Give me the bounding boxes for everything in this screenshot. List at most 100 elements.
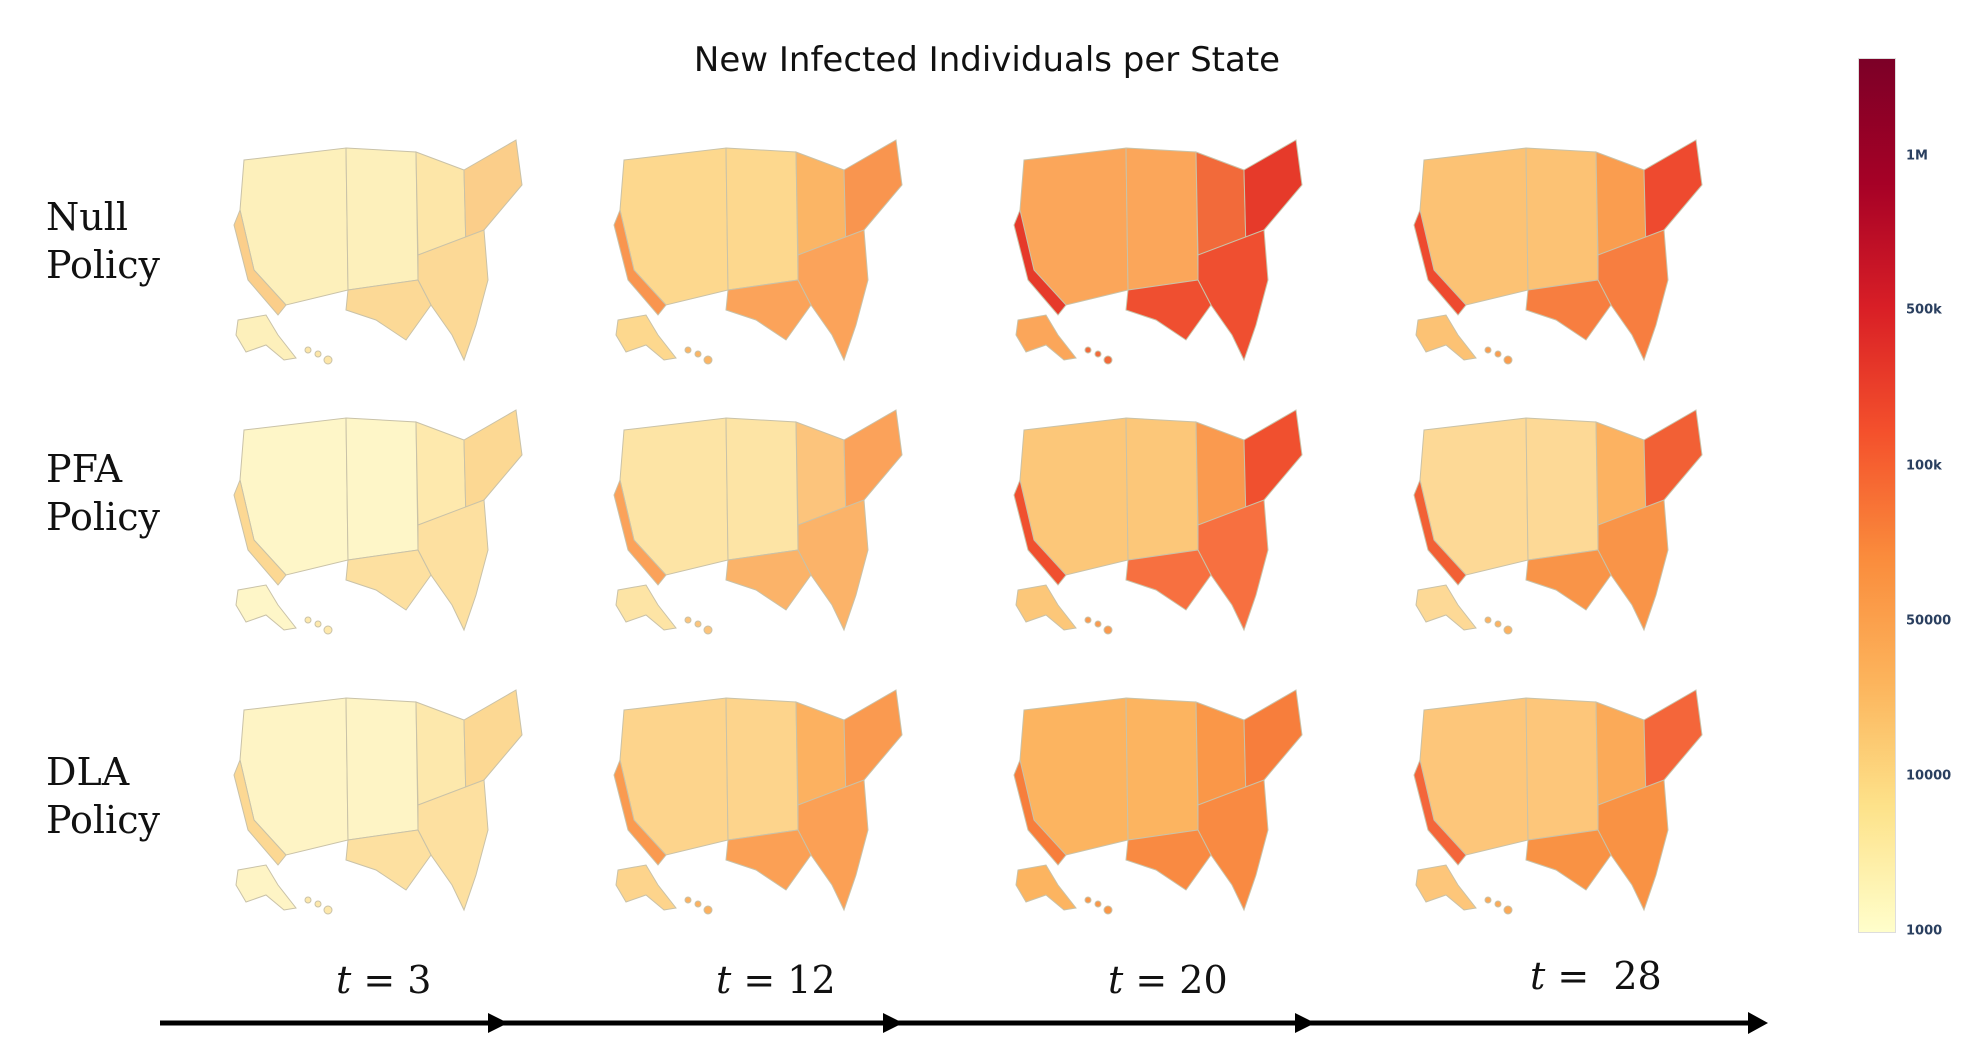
south-central-region — [345, 279, 432, 341]
plains-region — [1525, 697, 1599, 841]
northeast-region — [463, 409, 523, 522]
hawaii-island — [1503, 625, 1513, 635]
california-region — [1013, 758, 1067, 866]
hawaii-island — [1484, 346, 1492, 354]
us-map-pfa-t12 — [606, 400, 906, 650]
hawaii-island — [1084, 896, 1092, 904]
us-map-dla-t20 — [1006, 680, 1306, 930]
hawaii-island — [1494, 620, 1502, 628]
time-label-t12: t = 12 — [716, 958, 836, 1002]
california-region — [1013, 478, 1067, 586]
hawaii-island — [323, 905, 333, 915]
northeast-region — [463, 139, 523, 252]
us-map-svg — [1413, 139, 1703, 365]
hawaii-island — [314, 620, 322, 628]
hawaii-island — [1484, 896, 1492, 904]
us-map-null-t12 — [606, 130, 906, 380]
us-map-svg — [233, 409, 523, 635]
us-map-null-t28 — [1406, 130, 1706, 380]
south-central-region — [1125, 279, 1212, 341]
us-map-svg — [233, 689, 523, 915]
alaska-region — [235, 314, 297, 361]
hawaii-island — [304, 616, 312, 624]
plains-region — [725, 697, 799, 841]
hawaii-island — [684, 346, 692, 354]
timeline-arrowhead-1 — [488, 1013, 508, 1033]
plains-region — [1125, 697, 1199, 841]
hawaii-island — [1094, 900, 1102, 908]
hawaii-island — [1494, 900, 1502, 908]
row-label-null-policy: Null Policy — [46, 195, 160, 287]
hawaii-island — [703, 625, 713, 635]
hawaii-island — [323, 355, 333, 365]
northeast-region — [463, 689, 523, 802]
alaska-region — [615, 584, 677, 631]
us-map-pfa-t28 — [1406, 400, 1706, 650]
alaska-region — [615, 864, 677, 911]
hawaii-island — [1103, 625, 1113, 635]
colorbar — [1858, 58, 1896, 933]
northeast-region — [1643, 139, 1703, 252]
us-map-null-t20 — [1006, 130, 1306, 380]
northeast-region — [1243, 139, 1303, 252]
row-label-pfa-policy: PFA Policy — [46, 447, 160, 539]
alaska-region — [1015, 864, 1077, 911]
south-central-region — [1525, 829, 1612, 891]
south-central-region — [725, 549, 812, 611]
alaska-region — [235, 864, 297, 911]
timeline-arrowhead-2 — [883, 1013, 903, 1033]
plains-region — [1125, 147, 1199, 291]
hawaii-island — [1103, 355, 1113, 365]
california-region — [613, 758, 667, 866]
plains-region — [345, 417, 419, 561]
plains-region — [725, 147, 799, 291]
hawaii-island — [1084, 616, 1092, 624]
northeast-region — [843, 139, 903, 252]
california-region — [1413, 758, 1467, 866]
california-region — [233, 208, 287, 316]
hawaii-island — [323, 625, 333, 635]
california-region — [1413, 208, 1467, 316]
us-map-svg — [1013, 139, 1303, 365]
plains-region — [345, 147, 419, 291]
time-label-t20: t = 20 — [1108, 958, 1228, 1002]
california-region — [233, 758, 287, 866]
us-map-svg — [613, 139, 903, 365]
hawaii-island — [314, 350, 322, 358]
hawaii-island — [304, 896, 312, 904]
hawaii-island — [1084, 346, 1092, 354]
alaska-region — [1415, 584, 1477, 631]
hawaii-island — [1503, 905, 1513, 915]
time-label-t28: t = 28 — [1530, 954, 1662, 998]
us-map-svg — [1013, 689, 1303, 915]
south-central-region — [345, 829, 432, 891]
hawaii-island — [304, 346, 312, 354]
south-central-region — [1525, 279, 1612, 341]
us-map-svg — [233, 139, 523, 365]
time-label-t3: t = 3 — [336, 958, 432, 1002]
timeline-arrowhead-3 — [1295, 1013, 1315, 1033]
figure-title: New Infected Individuals per State — [693, 40, 1281, 80]
alaska-region — [1015, 314, 1077, 361]
colorbar-tick-100k: 100k — [1906, 458, 1942, 474]
us-map-dla-t3 — [226, 680, 526, 930]
northeast-region — [1643, 689, 1703, 802]
hawaii-island — [1103, 905, 1113, 915]
northeast-region — [1643, 409, 1703, 522]
hawaii-island — [1494, 350, 1502, 358]
south-central-region — [1125, 829, 1212, 891]
colorbar-tick-1m: 1M — [1906, 148, 1928, 164]
california-region — [613, 208, 667, 316]
colorbar-tick-1000: 1000 — [1906, 923, 1943, 939]
us-map-null-t3 — [226, 130, 526, 380]
us-map-svg — [613, 689, 903, 915]
hawaii-island — [1484, 616, 1492, 624]
us-map-pfa-t3 — [226, 400, 526, 650]
us-map-dla-t12 — [606, 680, 906, 930]
hawaii-island — [684, 616, 692, 624]
us-map-svg — [1013, 409, 1303, 635]
hawaii-island — [314, 900, 322, 908]
south-central-region — [1125, 549, 1212, 611]
hawaii-island — [694, 900, 702, 908]
alaska-region — [1415, 864, 1477, 911]
